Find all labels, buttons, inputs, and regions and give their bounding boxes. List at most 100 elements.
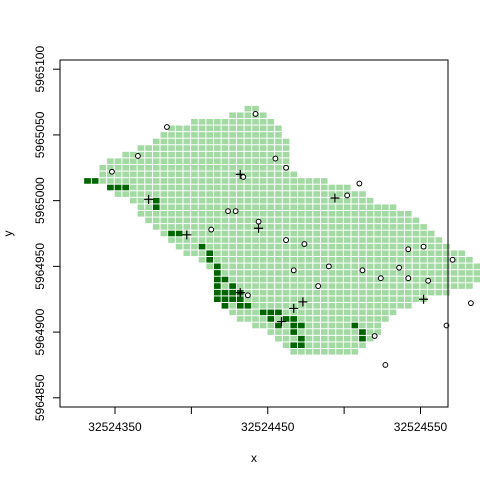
grid-cell [191, 250, 198, 256]
grid-cell [198, 118, 206, 125]
grid-cell [152, 217, 160, 224]
grid-cell [229, 178, 236, 184]
grid-cell [290, 289, 298, 296]
grid-cell [343, 237, 351, 243]
grid-cell [221, 178, 229, 184]
grid-cell [427, 263, 435, 270]
grid-cell [252, 138, 259, 145]
grid-cell [351, 342, 359, 349]
grid-cell [282, 276, 290, 283]
grid-cell [313, 191, 320, 197]
grid-cell [320, 309, 328, 316]
grid-cell [435, 243, 443, 250]
grid-cell [267, 322, 275, 329]
grid-cell [191, 197, 198, 204]
grid-cell [359, 322, 366, 329]
grid-cell [282, 263, 290, 270]
dark-grid-cell [236, 303, 244, 309]
grid-cell [160, 204, 168, 210]
grid-cell [412, 276, 420, 283]
grid-cell [458, 263, 466, 270]
dark-grid-cell [221, 289, 229, 296]
grid-cell [320, 250, 328, 256]
grid-cell [320, 349, 328, 355]
grid-cell [259, 250, 267, 256]
grid-cell [328, 276, 336, 283]
grid-cell [229, 197, 236, 204]
grid-cell [191, 125, 198, 132]
grid-cell [229, 132, 236, 138]
dark-grid-cell [214, 296, 221, 302]
grid-cell [267, 296, 275, 302]
grid-cell [343, 230, 351, 237]
grid-cell [336, 309, 343, 316]
grid-cell [359, 197, 366, 204]
grid-cell [343, 289, 351, 296]
grid-cell [160, 132, 168, 138]
grid-cell [259, 158, 267, 164]
grid-cell [282, 309, 290, 316]
grid-cell [145, 211, 152, 217]
grid-cell [336, 322, 343, 329]
grid-cell [305, 224, 313, 230]
grid-cell [366, 303, 374, 309]
grid-cell [252, 316, 259, 322]
grid-cell [404, 217, 412, 224]
grid-cell [336, 303, 343, 309]
grid-cell [298, 289, 305, 296]
grid-cell [244, 276, 252, 283]
grid-cell [336, 250, 343, 256]
dark-grid-cell [152, 197, 160, 204]
grid-cell [229, 112, 236, 118]
grid-cell [206, 171, 214, 178]
grid-cell [145, 204, 152, 210]
grid-cell [145, 217, 152, 224]
grid-cell [305, 289, 313, 296]
grid-cell [236, 164, 244, 171]
grid-cell [244, 250, 252, 256]
grid-cell [450, 270, 458, 276]
grid-cell [305, 211, 313, 217]
grid-cell [328, 184, 336, 191]
dark-grid-cell [221, 303, 229, 309]
grid-cell [244, 309, 252, 316]
grid-cell [328, 204, 336, 210]
grid-cell [252, 230, 259, 237]
grid-cell [183, 211, 191, 217]
plus-point [298, 297, 308, 307]
grid-cell [389, 243, 397, 250]
grid-cell [389, 289, 397, 296]
dark-grid-cell [290, 342, 298, 349]
grid-cell [259, 283, 267, 289]
grid-cell [374, 270, 382, 276]
grid-cell [282, 191, 290, 197]
grid-cell [366, 316, 374, 322]
grid-cell [382, 270, 389, 276]
grid-cell [443, 276, 450, 283]
grid-cell [275, 191, 282, 197]
grid-cell [320, 237, 328, 243]
grid-cell [236, 283, 244, 289]
grid-cell [214, 204, 221, 210]
grid-cell [282, 230, 290, 237]
grid-cell [328, 197, 336, 204]
grid-cell [107, 171, 114, 178]
grid-cell [313, 178, 320, 184]
grid-cell [152, 145, 160, 151]
grid-cell [374, 257, 382, 263]
grid-cell [160, 178, 168, 184]
grid-cell [305, 309, 313, 316]
grid-cell [313, 329, 320, 335]
grid-cell [382, 296, 389, 302]
grid-cell [389, 283, 397, 289]
grid-cell [412, 224, 420, 230]
grid-cell [298, 276, 305, 283]
grid-cell [259, 257, 267, 263]
grid-cell [175, 237, 183, 243]
dark-grid-cell [229, 296, 236, 302]
grid-cell [282, 250, 290, 256]
grid-cell [236, 217, 244, 224]
grid-cell [382, 257, 389, 263]
grid-cell [267, 132, 275, 138]
grid-cell [214, 191, 221, 197]
